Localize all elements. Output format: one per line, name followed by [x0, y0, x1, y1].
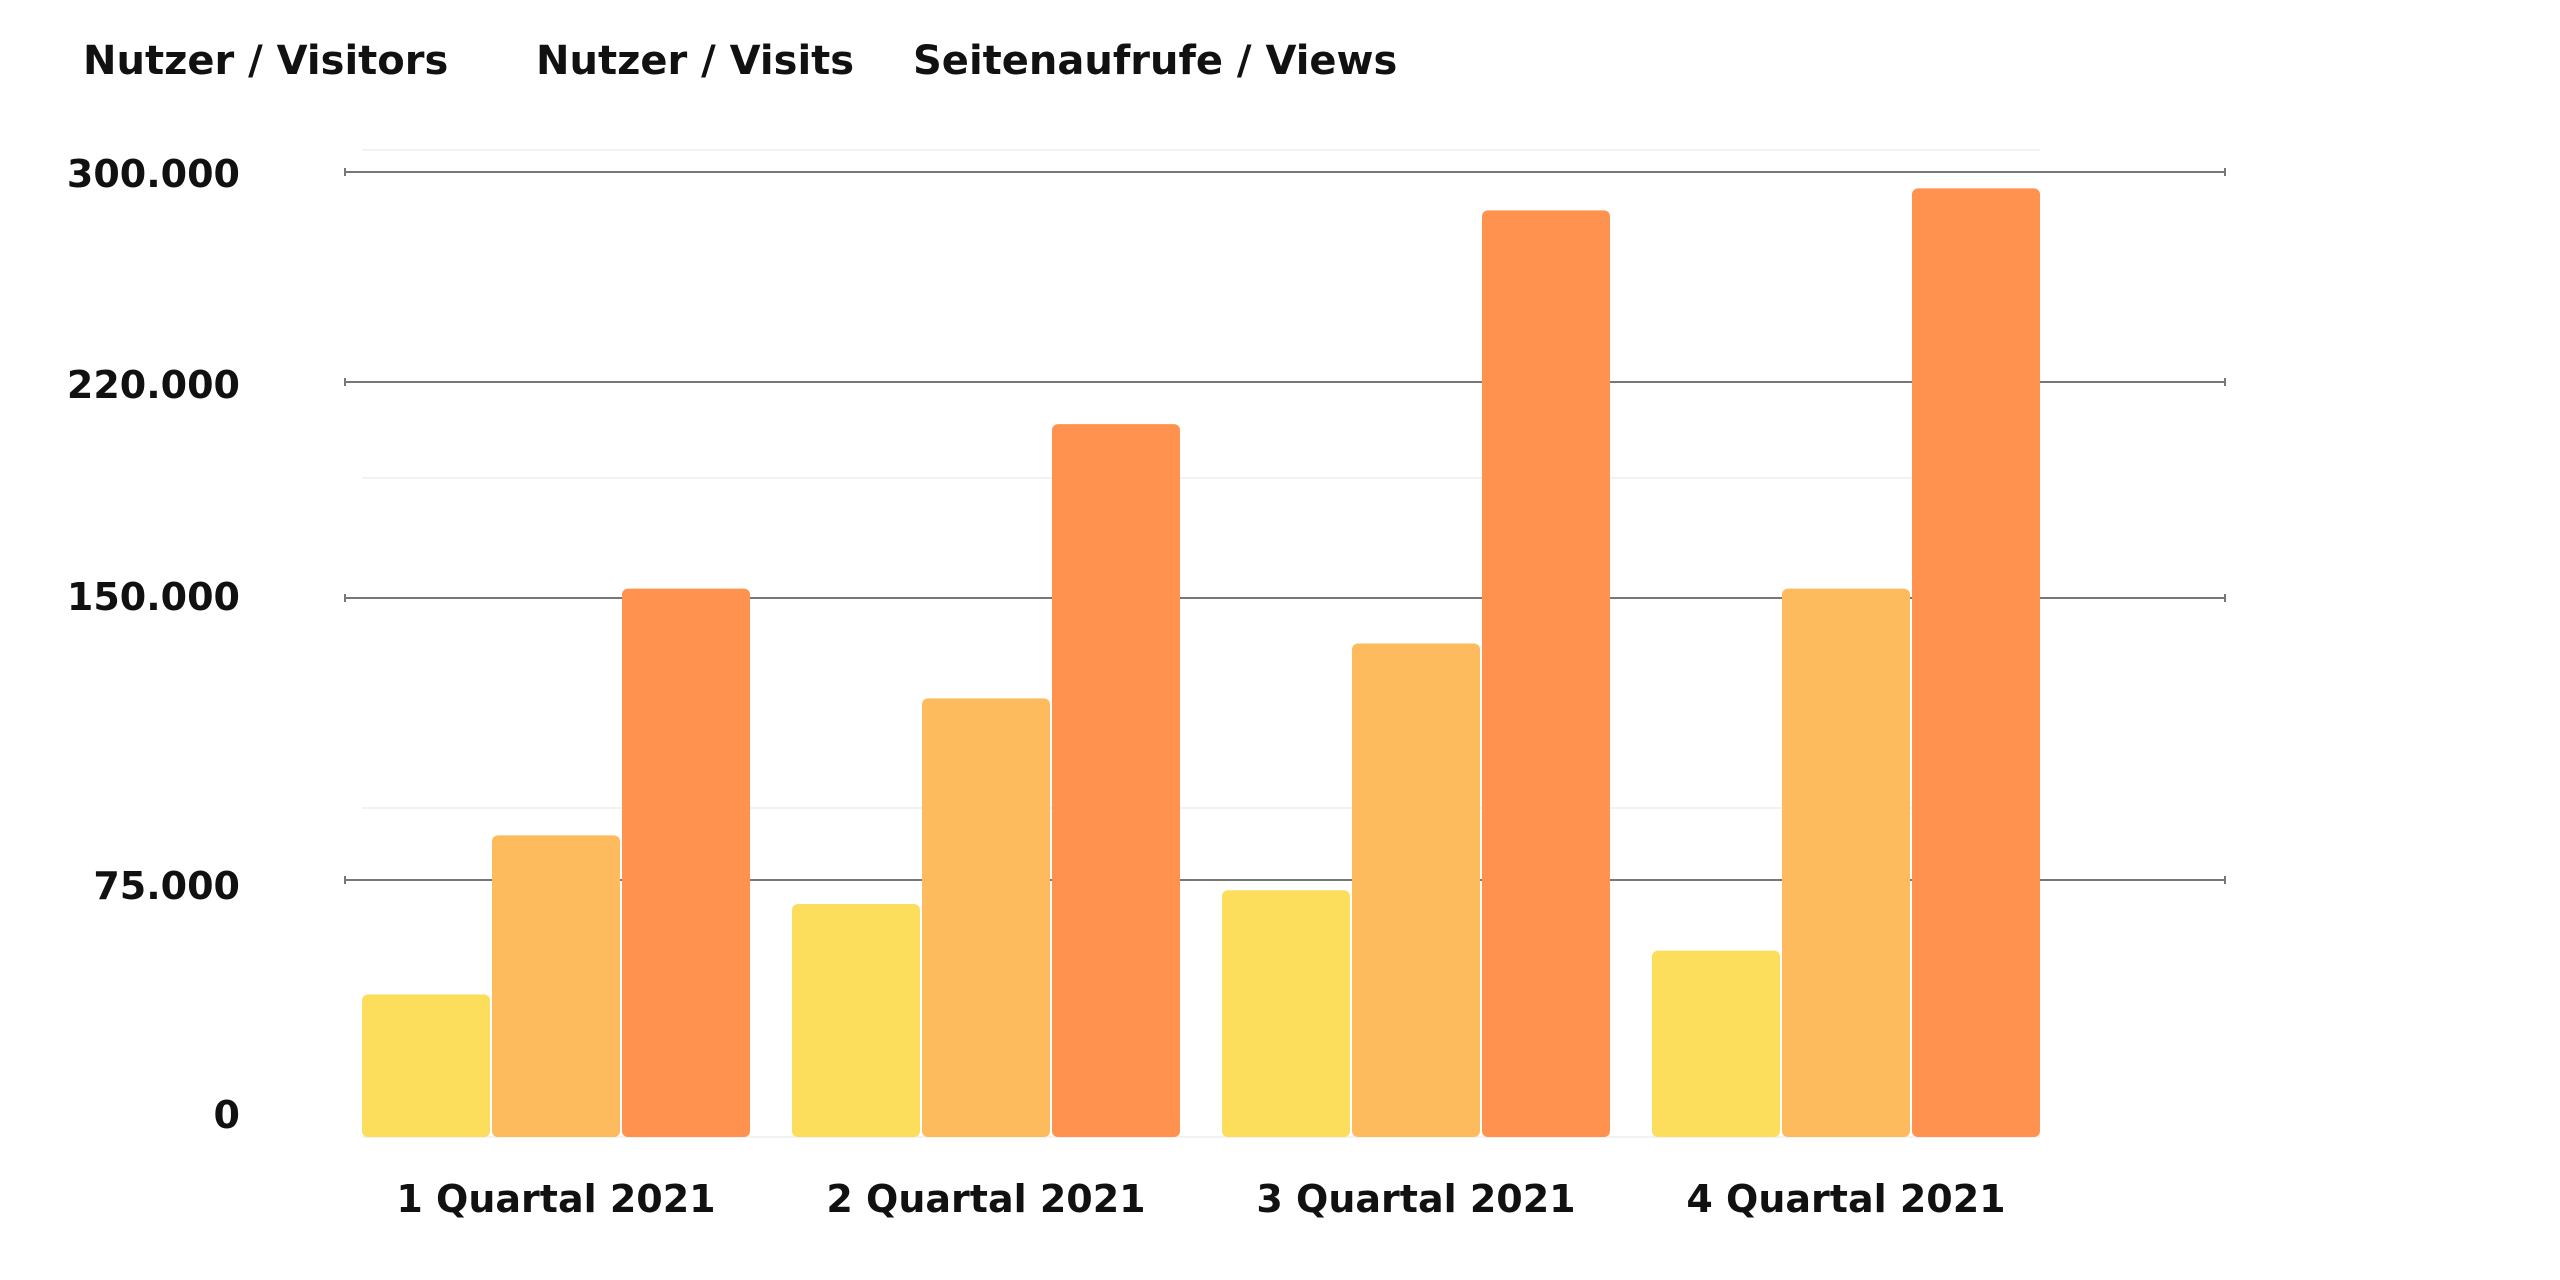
- bar: [792, 903, 920, 1137]
- y-tick-label: 0: [214, 1093, 240, 1137]
- y-tick-label: 75.000: [93, 864, 240, 908]
- y-tick-label: 300.000: [67, 152, 240, 196]
- legend-item-views: Seitenaufrufe / Views: [913, 38, 1398, 84]
- bar: [492, 835, 620, 1137]
- bar: [1782, 588, 1910, 1137]
- x-tick-label: 4 Quartal 2021: [1686, 1177, 2005, 1221]
- bar: [1352, 643, 1480, 1137]
- x-tick-label: 1 Quartal 2021: [396, 1177, 715, 1221]
- bar: [1482, 210, 1610, 1138]
- x-tick-label: 3 Quartal 2021: [1256, 1177, 1575, 1221]
- legend-item-visits: Nutzer / Visits: [536, 38, 855, 84]
- legend-item-visitors: Nutzer / Visitors: [83, 38, 449, 84]
- x-axis-tick-labels: 1 Quartal 2021 2 Quartal 2021 3 Quartal 20…: [396, 1177, 2005, 1221]
- y-tick-label: 220.000: [67, 363, 240, 407]
- bar: [1912, 188, 2040, 1138]
- bar: [1052, 424, 1180, 1138]
- bar: [622, 588, 750, 1137]
- bar: [1222, 890, 1350, 1137]
- x-tick-label: 2 Quartal 2021: [826, 1177, 1145, 1221]
- bars: [362, 188, 2040, 1138]
- bar: [922, 698, 1050, 1137]
- y-tick-label: 150.000: [67, 575, 240, 619]
- y-axis-tick-labels: 0 75.000 150.000 220.000 300.000: [67, 152, 240, 1137]
- bar: [362, 994, 490, 1137]
- bar: [1652, 950, 1780, 1137]
